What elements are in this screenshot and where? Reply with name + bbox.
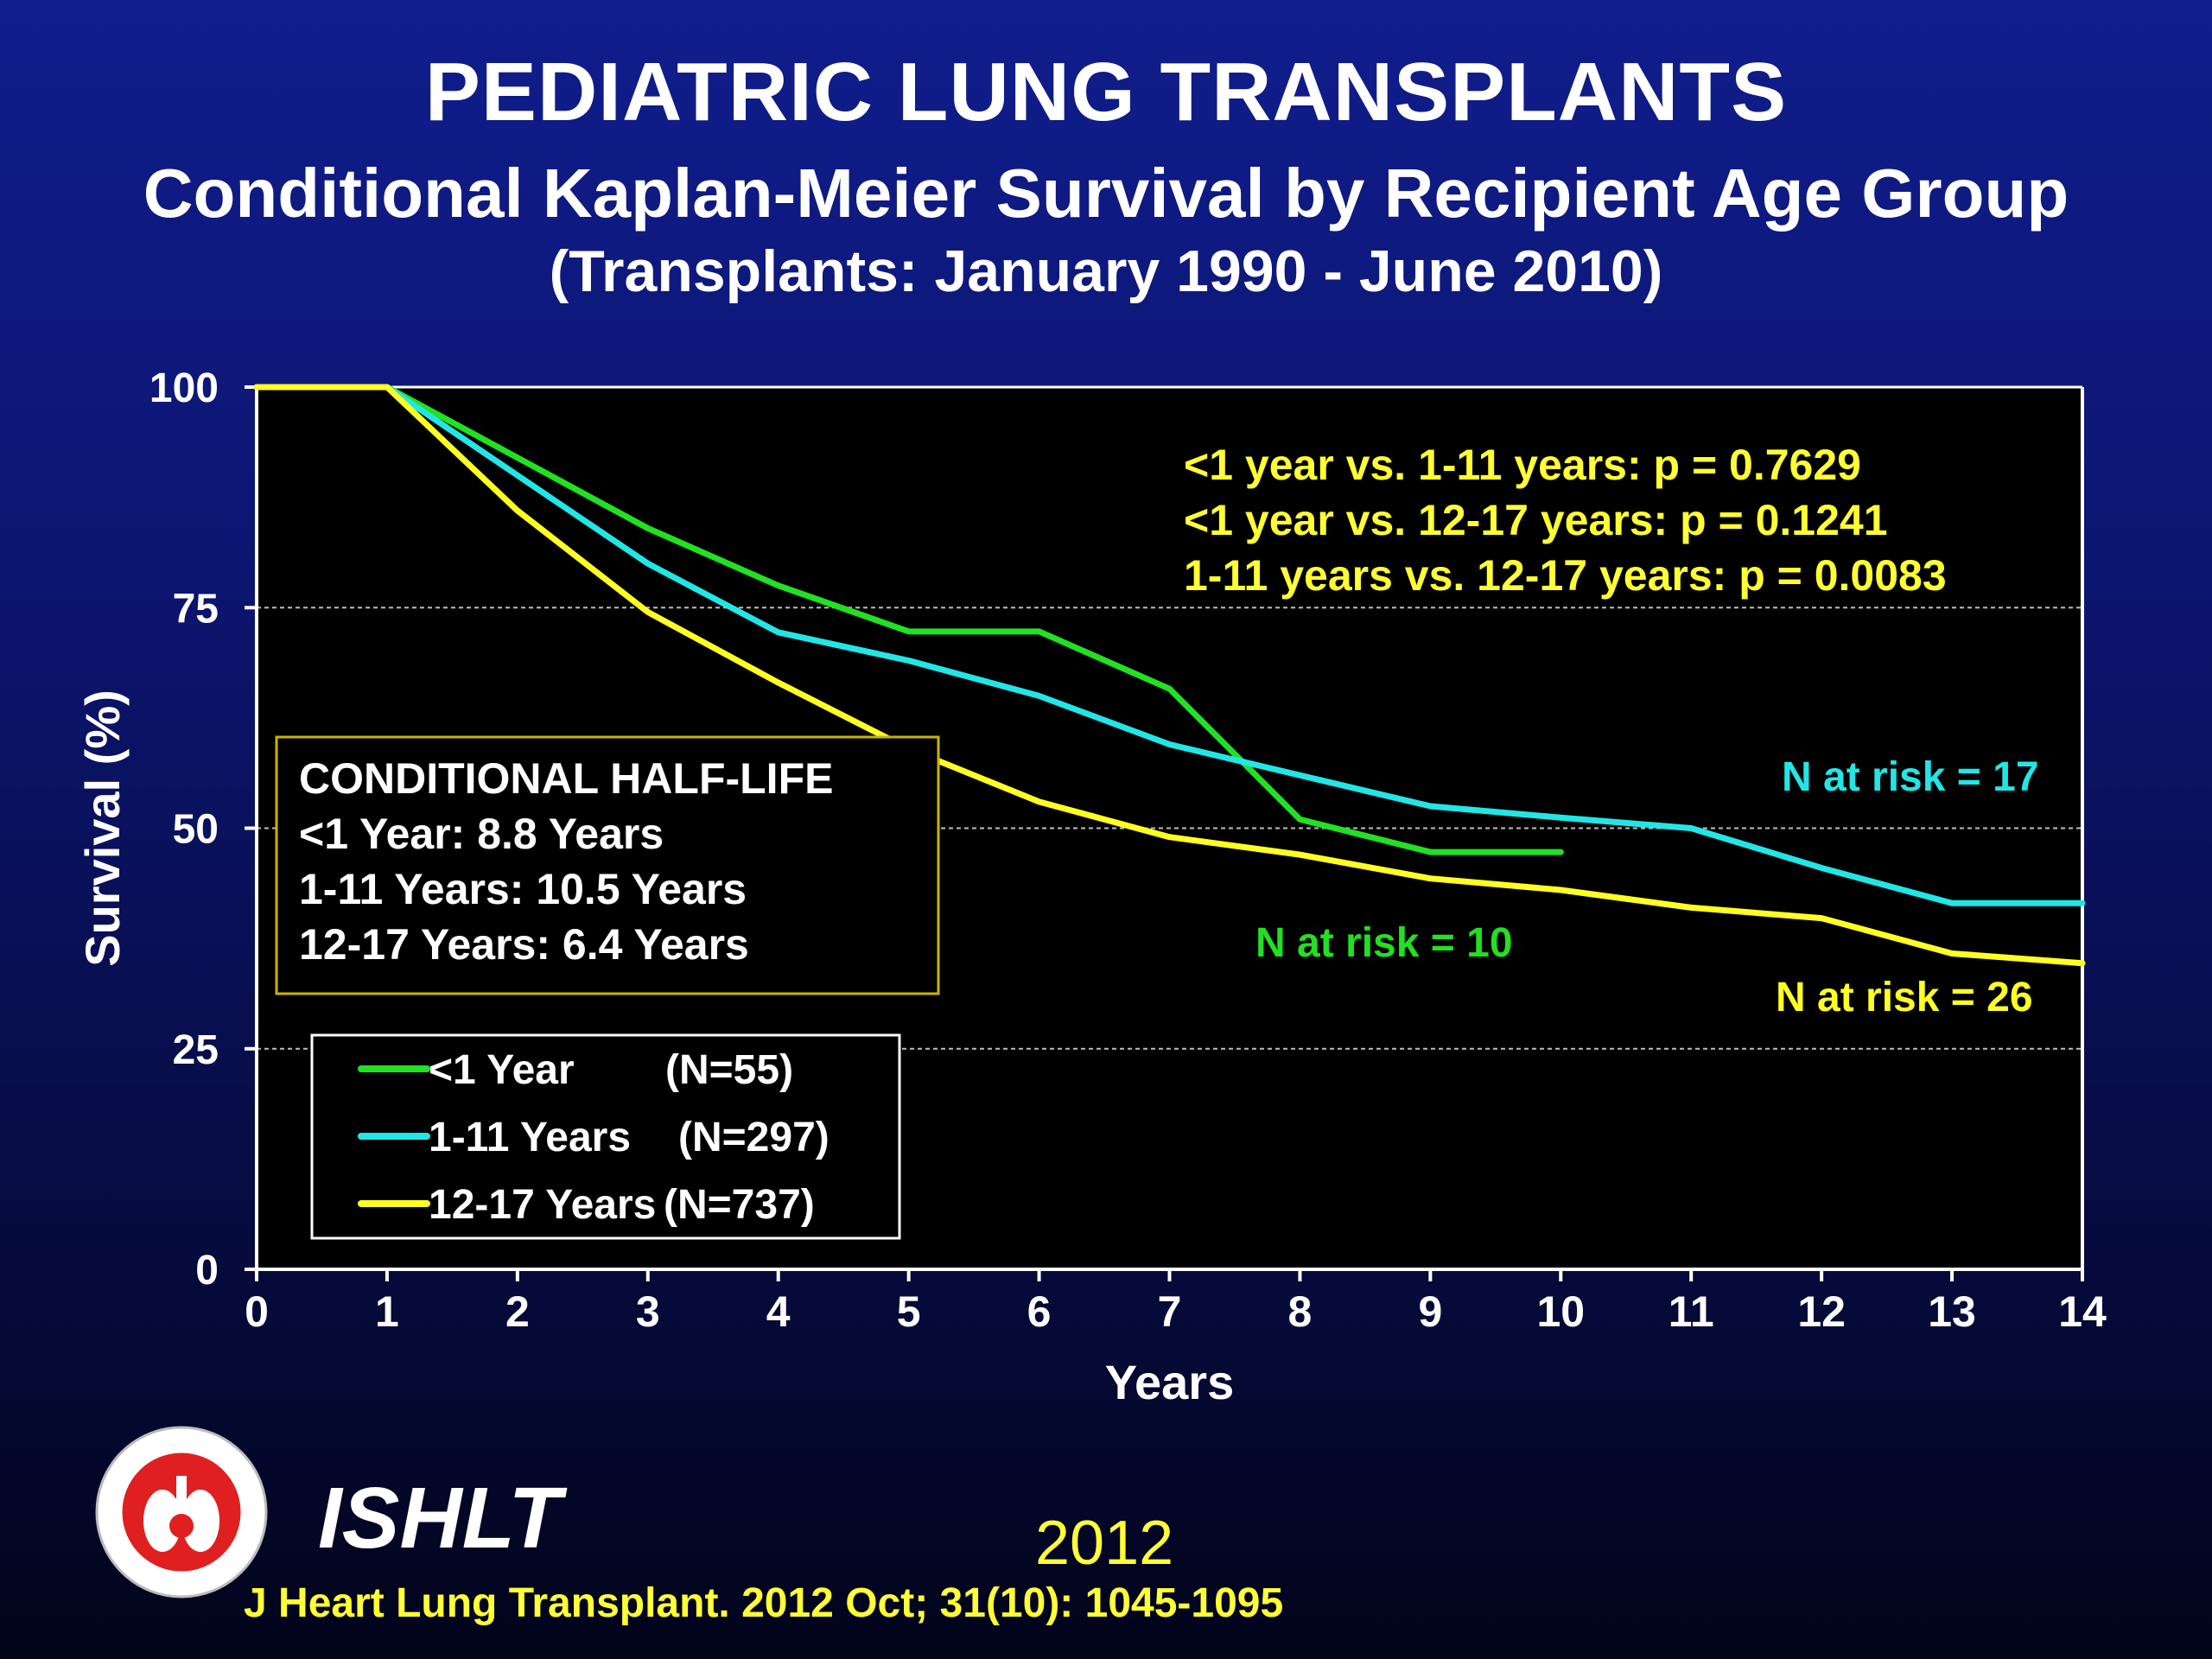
p-value-line: 1-11 years vs. 12-17 years: p = 0.0083 bbox=[1184, 551, 1947, 600]
x-tick-label: 14 bbox=[2058, 1287, 2107, 1336]
legend-count: (N=55) bbox=[665, 1047, 793, 1093]
x-tick-label: 11 bbox=[1669, 1287, 1714, 1336]
legend-label: 1-11 Years bbox=[429, 1115, 631, 1160]
ishlt-seal-logo bbox=[95, 1426, 268, 1599]
legend-label: <1 Year bbox=[429, 1047, 575, 1093]
legend: <1 Year (N=55) 1-11 Years (N=297) 12-17 … bbox=[310, 1033, 901, 1240]
y-tick-label: 100 bbox=[149, 365, 219, 411]
citation: J Heart Lung Transplant. 2012 Oct; 31(10… bbox=[244, 1580, 1284, 1626]
x-tick-label: 9 bbox=[1418, 1287, 1442, 1336]
x-tick-label: 8 bbox=[1288, 1287, 1313, 1336]
n-at-risk-under1: N at risk = 10 bbox=[1255, 920, 1513, 966]
x-tick-label: 2 bbox=[505, 1287, 530, 1336]
half-life-line: 1-11 Years: 10.5 Years bbox=[299, 865, 747, 913]
n-at-risk-1to11: N at risk = 17 bbox=[1782, 754, 2039, 800]
y-tick-label: 25 bbox=[173, 1027, 219, 1073]
series-lines bbox=[253, 384, 2086, 967]
series-line-age12to17 bbox=[253, 384, 2086, 967]
legend-count: (N=737) bbox=[664, 1182, 815, 1228]
page-title: PEDIATRIC LUNG TRANSPLANTS bbox=[424, 46, 1788, 138]
p-value-line: <1 year vs. 1-11 years: p = 0.7629 bbox=[1184, 441, 1861, 489]
x-tick-label: 12 bbox=[1797, 1287, 1846, 1336]
half-life-frame bbox=[275, 735, 940, 995]
y-tick-label: 50 bbox=[173, 807, 219, 853]
report-year: 2012 bbox=[1035, 1509, 1174, 1578]
x-tick-label: 4 bbox=[766, 1287, 791, 1336]
half-life-line: <1 Year: 8.8 Years bbox=[299, 810, 664, 858]
series-line-age1to11 bbox=[253, 384, 2086, 906]
x-tick-label: 7 bbox=[1158, 1287, 1182, 1336]
org-name: ISHLT bbox=[318, 1470, 562, 1567]
series-line-under1 bbox=[253, 384, 1564, 855]
x-tick-label: 10 bbox=[1536, 1287, 1585, 1336]
half-life-box: CONDITIONAL HALF-LIFE <1 Year: 8.8 Years… bbox=[275, 735, 940, 995]
x-tick-label: 3 bbox=[636, 1287, 660, 1336]
x-tick-label: 0 bbox=[245, 1287, 269, 1336]
p-value-annotations: <1 year vs. 1-11 years: p = 0.7629 <1 ye… bbox=[1184, 441, 1947, 600]
half-life-title: CONDITIONAL HALF-LIFE bbox=[299, 754, 833, 803]
y-tick-label: 0 bbox=[195, 1248, 219, 1294]
x-axis-label: Years bbox=[1105, 1355, 1235, 1409]
y-tick-label: 75 bbox=[173, 586, 219, 632]
legend-count: (N=297) bbox=[678, 1115, 830, 1160]
y-axis-label: Survival (%) bbox=[75, 690, 130, 967]
x-tick-label: 6 bbox=[1027, 1287, 1052, 1336]
legend-label: 12-17 Years bbox=[429, 1182, 656, 1228]
x-tick-label: 5 bbox=[897, 1287, 921, 1336]
n-at-risk-12to17: N at risk = 26 bbox=[1776, 975, 2033, 1020]
date-range: (Transplants: January 1990 - June 2010) bbox=[549, 238, 1663, 304]
chart-subtitle: Conditional Kaplan-Meier Survival by Rec… bbox=[143, 155, 2069, 232]
p-value-line: <1 year vs. 12-17 years: p = 0.1241 bbox=[1184, 496, 1888, 544]
x-tick-label: 13 bbox=[1928, 1287, 1976, 1336]
x-tick-label: 1 bbox=[375, 1287, 399, 1336]
half-life-line: 12-17 Years: 6.4 Years bbox=[299, 920, 749, 969]
